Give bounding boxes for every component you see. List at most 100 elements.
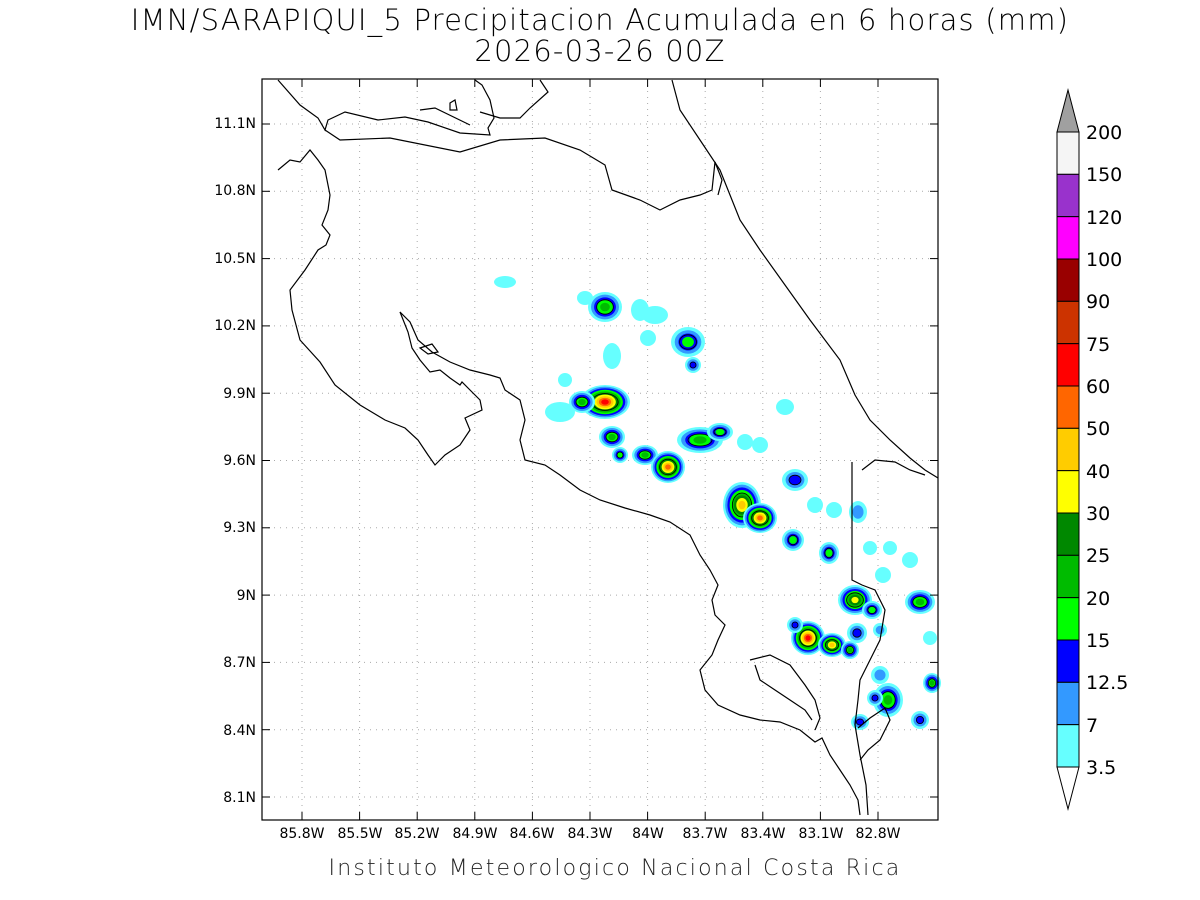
precip-isoline (846, 646, 855, 655)
precip-contour (856, 718, 864, 726)
colorbar-label: 15 (1086, 630, 1111, 652)
precip-isoline (871, 694, 879, 702)
precip-cell (862, 601, 882, 619)
precip-contour (875, 567, 891, 583)
lon-tick-label: 83.1W (798, 826, 844, 842)
precip-cell (902, 552, 918, 568)
colorbar-swatch (1056, 470, 1080, 514)
precip-isoline (638, 450, 652, 460)
colorbar-swatch (1056, 131, 1080, 175)
precip-contour (545, 402, 575, 422)
precip-contour (825, 549, 833, 557)
precip-isoline (689, 361, 697, 369)
precip-contour (883, 541, 897, 555)
precip-isoline (852, 628, 862, 638)
precip-cell (782, 469, 808, 491)
precip-cell (776, 399, 794, 415)
precip-contour (829, 642, 835, 648)
precip-isoline (824, 547, 834, 559)
precip-contour (665, 464, 671, 470)
lat-tick-label: 10.2N (214, 318, 256, 334)
colorbar-label: 120 (1086, 207, 1123, 229)
colorbar-label: 3.5 (1086, 757, 1117, 779)
precip-cell (707, 423, 733, 441)
lat-tick-label: 8.4N (223, 723, 256, 739)
precip-contour (851, 596, 859, 604)
precip-cell (875, 567, 891, 583)
precip-contour (494, 276, 516, 288)
precip-contour (915, 598, 925, 606)
precip-contour (868, 606, 876, 614)
colorbar-swatch (1056, 216, 1080, 260)
precip-contour (791, 621, 799, 629)
precip-contour (558, 373, 572, 387)
precip-contour (923, 631, 937, 645)
precip-cell (849, 501, 867, 523)
colorbar-label: 20 (1086, 588, 1111, 610)
precip-contour (852, 628, 862, 638)
map-frame (261, 78, 939, 821)
colorbar-swatch (1056, 639, 1080, 683)
colorbar-swatch (1056, 681, 1080, 726)
precip-isoline (788, 474, 802, 486)
precip-cell (671, 327, 705, 357)
precip-isoline (799, 629, 817, 647)
lon-tick-label: 83.4W (740, 826, 786, 842)
colorbar-swatch (1056, 427, 1080, 472)
precip-isoline (659, 458, 677, 476)
precip-contour (929, 680, 935, 686)
precip-cell (787, 617, 803, 633)
precip-cell (651, 451, 685, 483)
precip-cell (558, 373, 572, 387)
colorbar-label: 12.5 (1086, 672, 1129, 694)
lat-tick-label: 8.1N (223, 790, 256, 806)
precip-isoline (605, 431, 619, 443)
colorbar-label: 30 (1086, 503, 1111, 525)
colorbar-max-arrow (1056, 88, 1080, 133)
precip-isoline (616, 451, 624, 459)
precip-contour (883, 695, 893, 705)
precip-contour (902, 552, 918, 568)
colorbar-swatch (1056, 724, 1080, 768)
precip-contour (847, 647, 853, 653)
lon-tick-label: 84.9W (452, 826, 498, 842)
colorbar-swatch (1056, 597, 1080, 641)
colorbar-label: 150 (1086, 164, 1123, 186)
lat-tick-label: 10.5N (214, 251, 256, 267)
colorbar-swatch (1056, 554, 1080, 599)
colorbar (1056, 88, 1080, 811)
precip-contour (916, 716, 924, 724)
precip-cell (640, 330, 656, 346)
precip-contour (641, 452, 649, 458)
lon-tick-label: 84.3W (567, 826, 613, 842)
precip-contour (682, 336, 694, 348)
precip-cell (603, 343, 621, 369)
colorbar-label: 90 (1086, 291, 1111, 313)
precip-cell (580, 385, 630, 419)
lat-tick-label: 9.3N (223, 520, 256, 536)
precip-cell (632, 445, 658, 465)
lon-tick-label: 82.8W (855, 826, 901, 842)
colorbar-label: 60 (1086, 376, 1111, 398)
lon-tick-label: 84.6W (509, 826, 555, 842)
precip-cell (819, 542, 839, 564)
precip-cell (867, 690, 883, 706)
axis-ticks (262, 79, 938, 820)
lon-tick-label: 83.7W (682, 826, 728, 842)
precip-contour (805, 635, 811, 641)
precip-contour (776, 399, 794, 415)
precip-isoline (596, 299, 614, 315)
colorbar-label: 200 (1086, 122, 1123, 144)
precip-cell (863, 541, 877, 555)
precip-contour (715, 428, 725, 436)
precip-contour (631, 299, 649, 321)
precip-contour (875, 625, 885, 635)
colorbar-label: 7 (1086, 715, 1099, 737)
precip-contour (689, 361, 697, 369)
precip-contour (757, 515, 763, 521)
precip-contour (693, 436, 707, 444)
precip-contour (640, 330, 656, 346)
precip-cell (873, 623, 887, 637)
lat-tick-label: 9.9N (223, 386, 256, 402)
colorbar-label: 100 (1086, 249, 1123, 271)
